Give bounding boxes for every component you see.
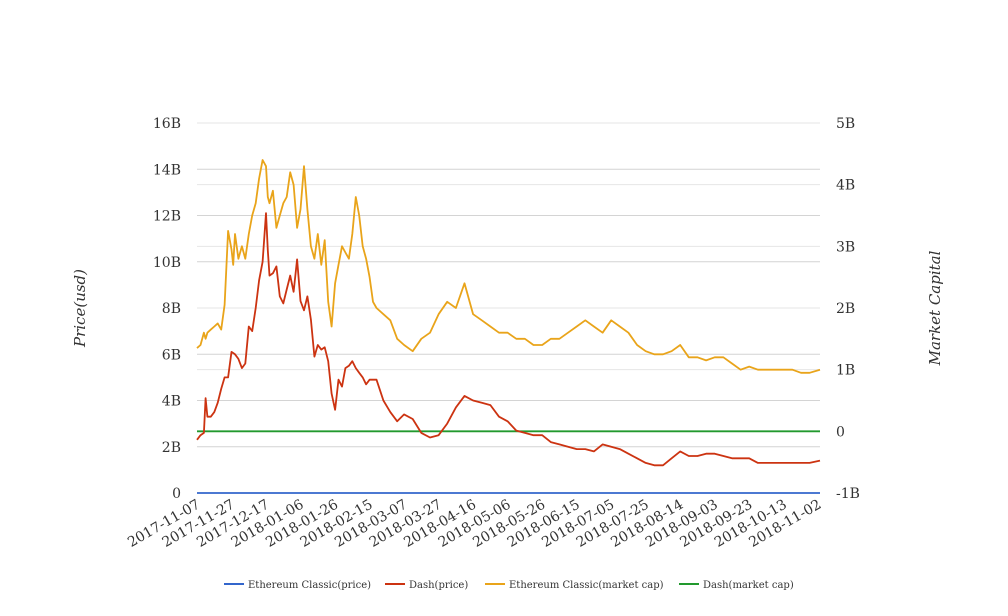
- legend-label: Dash(market cap): [703, 580, 794, 591]
- left-tick-label: 10B: [153, 255, 181, 271]
- left-axis-title: Price(usd): [71, 269, 89, 348]
- right-tick-label: 1B: [836, 363, 855, 379]
- left-tick-label: 2B: [162, 440, 181, 456]
- right-tick-label: 3B: [836, 239, 855, 255]
- x-axis-ticks: 2017-11-072017-11-272017-12-172018-01-06…: [125, 497, 824, 551]
- right-tick-label: -1B: [836, 486, 860, 502]
- gridlines: [197, 122, 820, 494]
- left-tick-label: 16B: [153, 116, 181, 132]
- legend-label: Ethereum Classic(market cap): [509, 580, 664, 591]
- left-tick-label: 4B: [162, 394, 181, 410]
- right-axis-title: Market Capital: [926, 250, 944, 366]
- right-tick-label: 0: [836, 424, 845, 440]
- left-tick-label: 0: [172, 486, 181, 502]
- series-line-2: [196, 159, 821, 374]
- right-tick-label: 5B: [836, 116, 855, 132]
- series-lines: [196, 159, 821, 494]
- legend-label: Ethereum Classic(price): [248, 580, 371, 591]
- series-line-1: [196, 212, 821, 467]
- right-tick-label: 4B: [836, 178, 855, 194]
- left-tick-label: 6B: [162, 347, 181, 363]
- left-tick-label: 14B: [153, 162, 181, 178]
- left-tick-label: 12B: [153, 209, 181, 225]
- legend-label: Dash(price): [409, 580, 468, 591]
- left-axis-ticks: 0 2B 4B 6B 8B 10B 12B 14B 16B: [153, 116, 181, 502]
- left-tick-label: 8B: [162, 301, 181, 317]
- right-tick-label: 2B: [836, 301, 855, 317]
- right-axis-ticks: -1B 0 1B 2B 3B 4B 5B: [836, 116, 860, 502]
- legend: Ethereum Classic(price) Dash(price) Ethere…: [224, 580, 794, 591]
